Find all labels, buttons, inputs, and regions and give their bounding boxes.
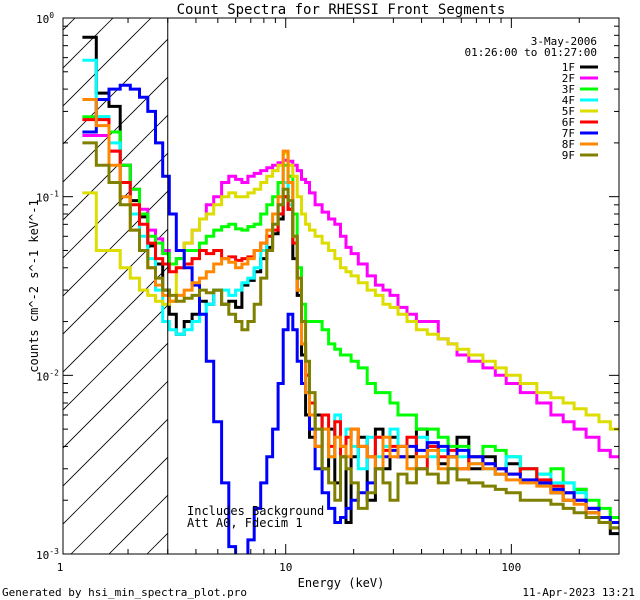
attenuator-hatch-region bbox=[63, 0, 640, 554]
y-axis-label: counts cm^-2 s^-1 keV^-1 bbox=[27, 199, 41, 372]
legend-label-8F: 8F bbox=[562, 138, 575, 151]
x-tick-label: 10 bbox=[279, 561, 292, 574]
hatch-line bbox=[63, 418, 168, 525]
footer-date: 11-Apr-2023 13:21 bbox=[522, 586, 635, 599]
series-9F bbox=[82, 141, 619, 530]
legend-label-7F: 7F bbox=[562, 127, 575, 140]
hatch-line bbox=[63, 380, 168, 487]
hatch-line bbox=[63, 228, 168, 335]
hatch-line bbox=[63, 190, 168, 297]
x-tick-label: 100 bbox=[501, 561, 521, 574]
hatch-line bbox=[63, 18, 76, 31]
legend-label-5F: 5F bbox=[562, 105, 575, 118]
hatch-line bbox=[527, 0, 640, 554]
legend-label-4F: 4F bbox=[562, 94, 575, 107]
legend-date: 3-May-2006 bbox=[531, 35, 597, 48]
chart-title: Count Spectra for RHESSI Front Segments bbox=[177, 2, 506, 18]
annotation-background: Includes Background bbox=[187, 504, 324, 518]
hatch-line bbox=[261, 0, 640, 554]
legend-label-1F: 1F bbox=[562, 61, 575, 74]
series-5F bbox=[82, 151, 619, 431]
hatch-line bbox=[63, 114, 168, 221]
hatch-line bbox=[63, 18, 152, 107]
series-layer bbox=[82, 35, 619, 554]
footer-generated-by: Generated by hsi_min_spectra_plot.pro bbox=[2, 586, 247, 599]
legend-label-3F: 3F bbox=[562, 83, 575, 96]
hatch-line bbox=[63, 18, 114, 69]
y-tick-label: 100 bbox=[36, 11, 54, 26]
hatch-line bbox=[63, 38, 168, 145]
hatch-line bbox=[63, 342, 168, 449]
series-3F bbox=[82, 115, 619, 519]
x-tick-label: 1 bbox=[57, 561, 64, 574]
legend-label-2F: 2F bbox=[562, 72, 575, 85]
hatch-line bbox=[223, 0, 640, 554]
hatch-line bbox=[451, 0, 640, 554]
hatch-line bbox=[603, 0, 640, 554]
hatch-line bbox=[565, 0, 640, 554]
legend-label-6F: 6F bbox=[562, 116, 575, 129]
hatch-line bbox=[63, 266, 168, 373]
legend-label-9F: 9F bbox=[562, 149, 575, 162]
x-axis-label: Energy (keV) bbox=[298, 576, 385, 590]
y-tick-label: 10-3 bbox=[36, 547, 59, 562]
series-8F bbox=[82, 98, 619, 530]
annotation-attenuator: Att A0, Fdecim 1 bbox=[187, 516, 303, 530]
legend-time-range: 01:26:00 to 01:27:00 bbox=[465, 46, 597, 59]
hatch-line bbox=[63, 152, 168, 259]
plot-frame bbox=[62, 17, 620, 555]
